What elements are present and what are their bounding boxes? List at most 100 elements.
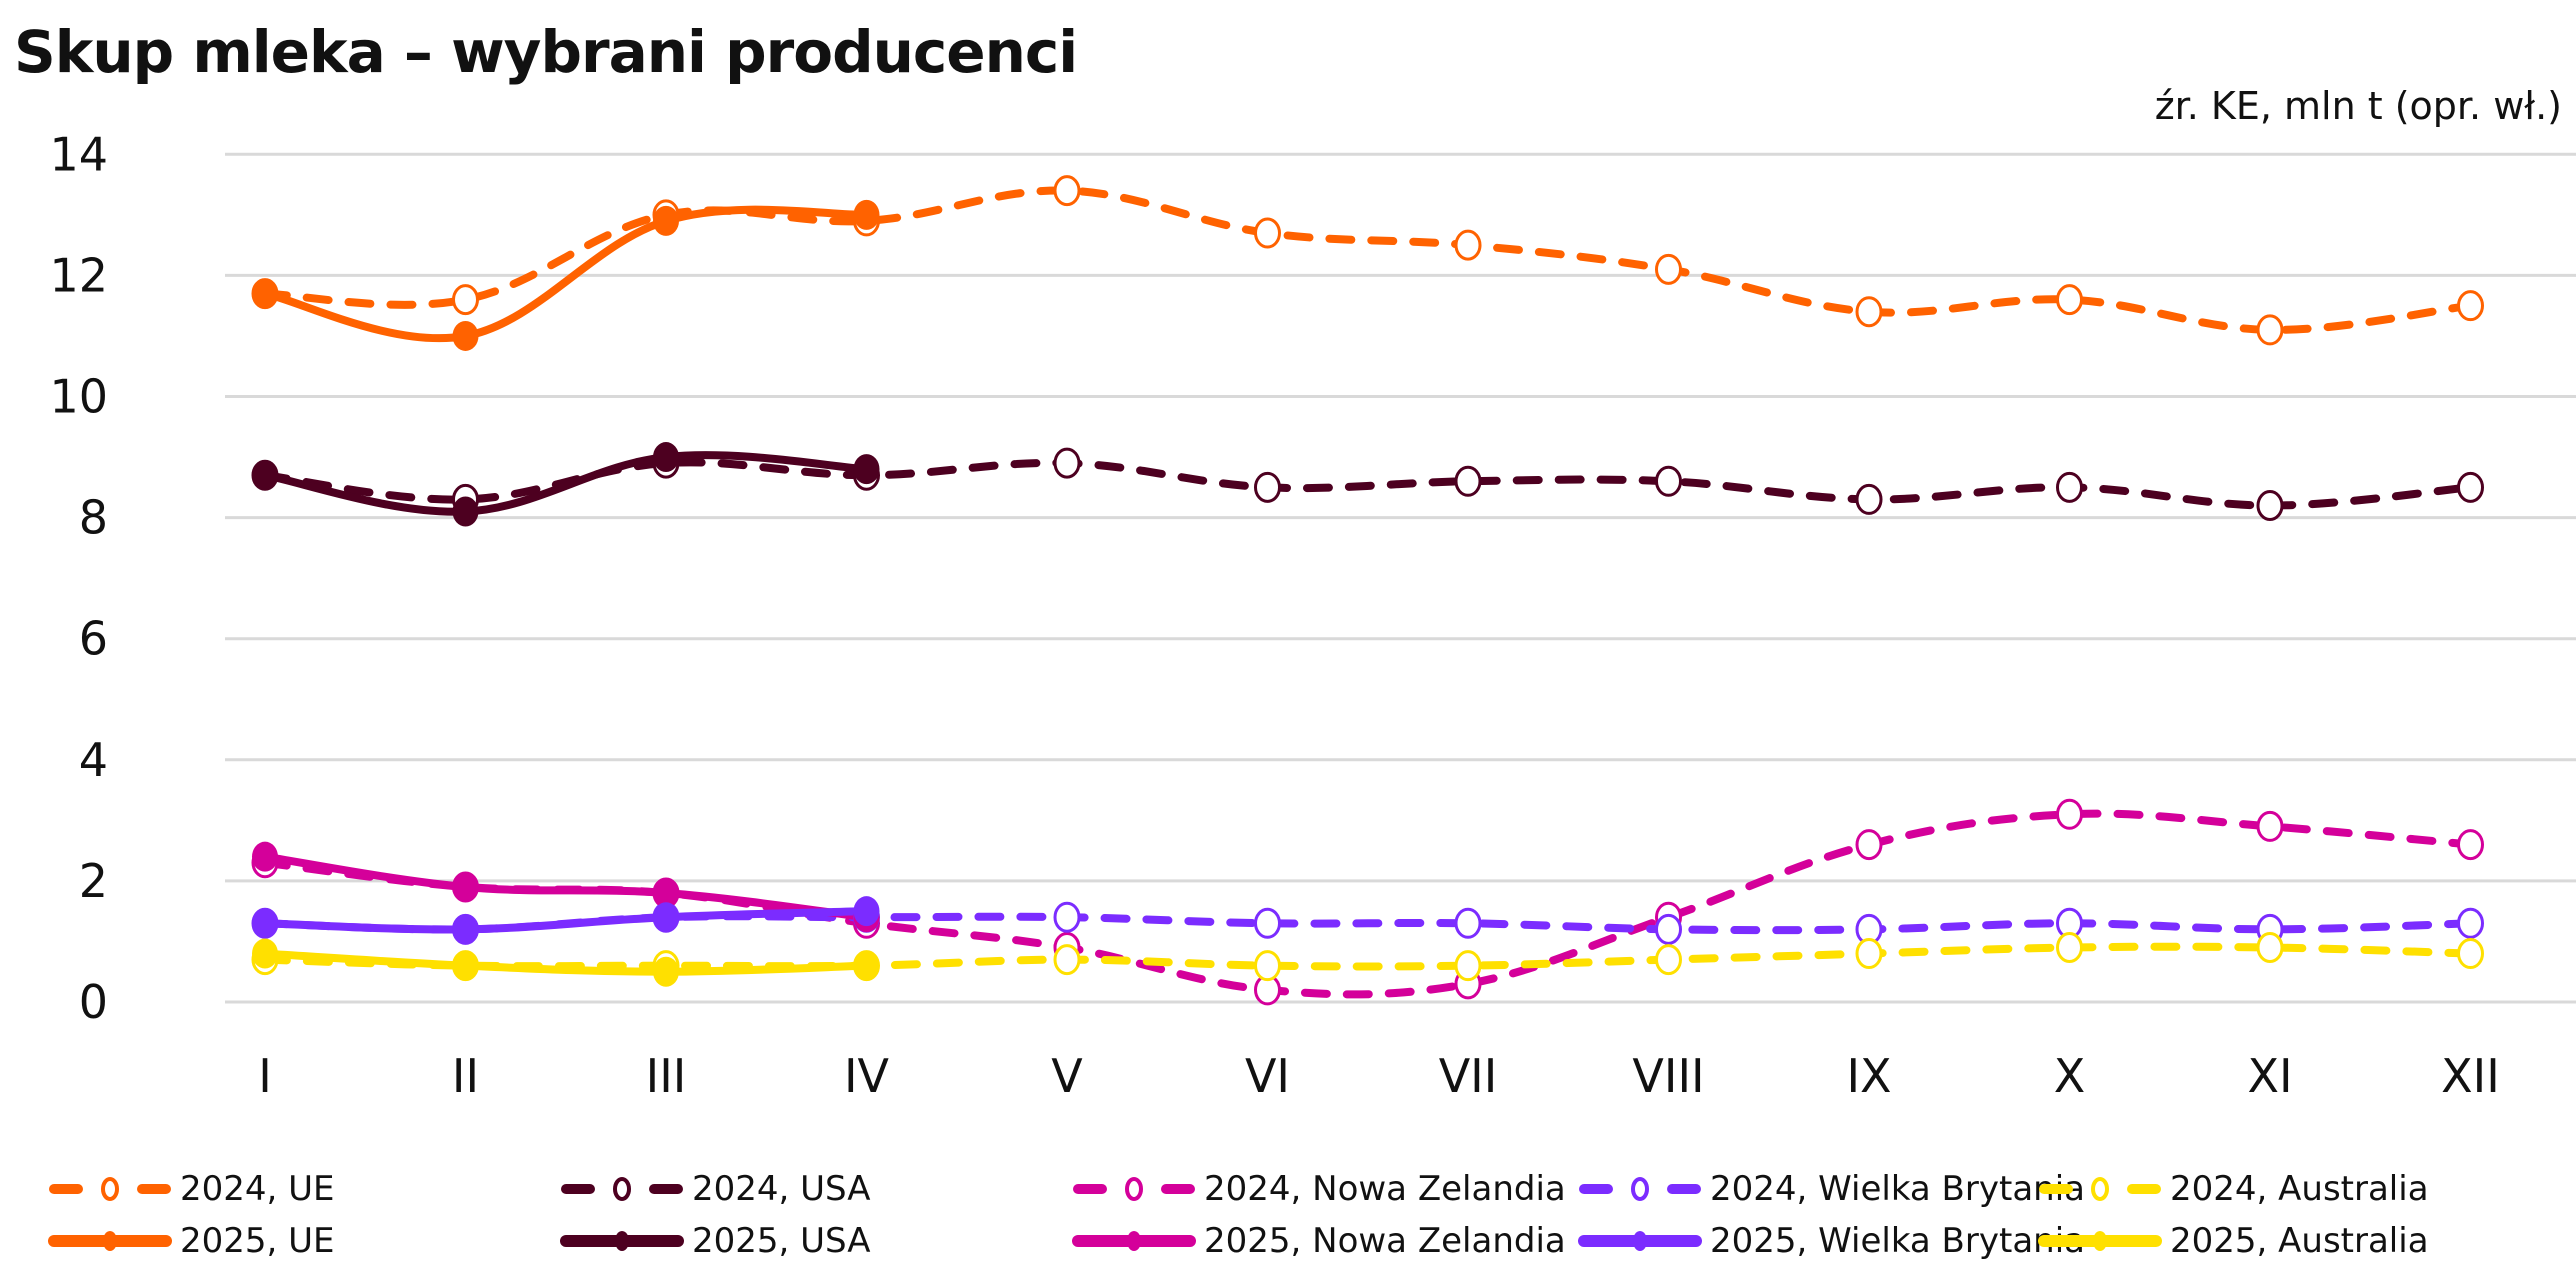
legend-item: 2024, Nowa Zelandia [1072, 1166, 1566, 1212]
legend-label: 2024, UE [180, 1169, 335, 1209]
legend-label: 2025, Wielka Brytania [1710, 1221, 2085, 1261]
legend-label: 2024, Wielka Brytania [1710, 1169, 2085, 1209]
data-point-2025-nowa-zelandia [252, 841, 278, 872]
data-point-2025-wielka-brytania [853, 896, 880, 927]
data-point-2024-wielka-brytania [1053, 901, 1081, 933]
data-point-2024-usa [2256, 489, 2284, 521]
series-markers [251, 175, 2484, 1006]
data-point-2025-australia [252, 938, 278, 969]
legend-item: 2025, Australia [2038, 1218, 2429, 1264]
legend-dashed-open-marker-icon [561, 1177, 683, 1201]
legend-label: 2024, USA [692, 1169, 871, 1209]
legend-dashed-open-marker-icon [1579, 1177, 1701, 1201]
data-point-2024-australia [2056, 932, 2083, 964]
x-tick-label: V [1051, 1049, 1083, 1103]
legend-item: 2025, Wielka Brytania [1578, 1218, 2085, 1264]
legend-solid-filled-marker-icon [2038, 1231, 2162, 1251]
legend-label: 2025, Australia [2170, 1221, 2429, 1261]
x-tick-label: VI [1245, 1049, 1290, 1103]
x-tick-label: VIII [1632, 1049, 1704, 1103]
data-point-2025-usa [853, 454, 880, 485]
data-point-2024-australia [1655, 944, 1682, 976]
legend-solid-filled-marker-icon [1578, 1231, 1702, 1251]
data-point-2024-ue [1454, 229, 1482, 261]
data-point-2024-australia [1855, 938, 1883, 970]
legend-dashed-open-marker-icon [49, 1177, 171, 1201]
data-point-2024-wielka-brytania [1655, 913, 1682, 945]
data-point-2024-usa [2056, 471, 2083, 503]
legend-label: 2024, Nowa Zelandia [1204, 1169, 1566, 1209]
data-point-2024-usa [1454, 465, 1482, 497]
data-point-2025-australia [653, 956, 679, 987]
legend-label: 2025, Nowa Zelandia [1204, 1221, 1566, 1261]
data-point-2024-wielka-brytania [2457, 907, 2484, 939]
series-line-2025-wielka-brytania [261, 907, 871, 934]
legend-item: 2024, Wielka Brytania [1578, 1166, 2085, 1212]
legend-dashed-open-marker-icon [1073, 1177, 1195, 1201]
legend-label: 2024, Australia [2170, 1169, 2429, 1209]
x-tick-label: II [452, 1049, 479, 1103]
series-line-2025-australia [261, 949, 871, 976]
series-line-2024-ue [261, 186, 2475, 334]
data-point-2025-ue [653, 205, 679, 236]
x-tick-label: IX [1846, 1049, 1891, 1103]
data-point-2024-australia [1254, 950, 1281, 982]
data-point-2024-usa [1655, 465, 1682, 497]
legend-label: 2025, UE [180, 1221, 335, 1261]
y-tick-label: 2 [79, 854, 108, 908]
series-line-2025-usa [261, 451, 871, 516]
data-point-2025-ue [252, 278, 278, 309]
data-point-2025-nowa-zelandia [653, 878, 679, 909]
y-tick-label: 6 [79, 612, 108, 666]
data-point-2024-usa [1254, 471, 1281, 503]
legend-item: 2024, USA [560, 1166, 871, 1212]
legend-label: 2025, USA [692, 1221, 871, 1261]
gridlines [225, 152, 2576, 1004]
x-axis-ticks: I II III IV V VI VII VIII IX X XI XII [258, 1049, 2500, 1103]
legend-item: 2025, USA [560, 1218, 871, 1264]
data-point-2025-wielka-brytania [452, 914, 479, 945]
data-point-2024-ue [1655, 253, 1682, 285]
x-tick-label: XI [2247, 1049, 2292, 1103]
x-tick-label: IV [844, 1049, 890, 1103]
data-point-2024-usa [1855, 483, 1883, 515]
series-line-2025-ue [261, 205, 871, 343]
legend-solid-filled-marker-icon [48, 1231, 172, 1251]
data-point-2025-usa [653, 442, 679, 473]
data-point-2025-usa [452, 496, 479, 527]
y-axis-ticks: 0 2 4 6 8 10 12 14 [49, 127, 108, 1029]
legend-solid-filled-marker-icon [1072, 1231, 1196, 1251]
data-point-2024-wielka-brytania [1254, 907, 1281, 939]
legend-item: 2025, UE [48, 1218, 335, 1264]
x-tick-label: I [258, 1049, 272, 1103]
data-point-2024-ue [452, 284, 479, 316]
y-tick-label: 14 [49, 127, 108, 181]
data-point-2025-nowa-zelandia [452, 871, 479, 902]
data-point-2024-australia [1454, 950, 1482, 982]
series-line-2025-nowa-zelandia [261, 852, 871, 922]
legend-item: 2025, Nowa Zelandia [1072, 1218, 1566, 1264]
x-tick-label: X [2054, 1049, 2086, 1103]
x-tick-label: XII [2441, 1049, 2500, 1103]
x-tick-label: III [646, 1049, 687, 1103]
data-point-2024-ue [1053, 175, 1081, 207]
data-point-2025-wielka-brytania [252, 908, 278, 939]
chart-subtitle: źr. KE, mln t (opr. wł.) [2154, 84, 2562, 128]
data-point-2025-ue [452, 320, 479, 351]
data-point-2024-australia [2457, 938, 2484, 970]
data-point-2025-ue [853, 199, 880, 230]
data-point-2024-nowa-zelandia [2256, 810, 2284, 842]
chart-title: Skup mleka – wybrani producenci [14, 18, 1078, 86]
data-point-2025-wielka-brytania [653, 902, 679, 933]
data-point-2024-nowa-zelandia [2457, 829, 2484, 861]
data-point-2024-australia [2256, 932, 2284, 964]
series-line-2024-usa [261, 458, 2475, 510]
data-point-2024-ue [2056, 284, 2083, 316]
series-line-2024-australia [261, 942, 2475, 971]
y-tick-label: 8 [79, 491, 108, 545]
data-point-2024-usa [1053, 447, 1081, 479]
data-point-2024-ue [1855, 296, 1883, 328]
data-point-2024-nowa-zelandia [2056, 798, 2083, 830]
data-point-2024-ue [2457, 290, 2484, 322]
data-point-2024-usa [2457, 471, 2484, 503]
